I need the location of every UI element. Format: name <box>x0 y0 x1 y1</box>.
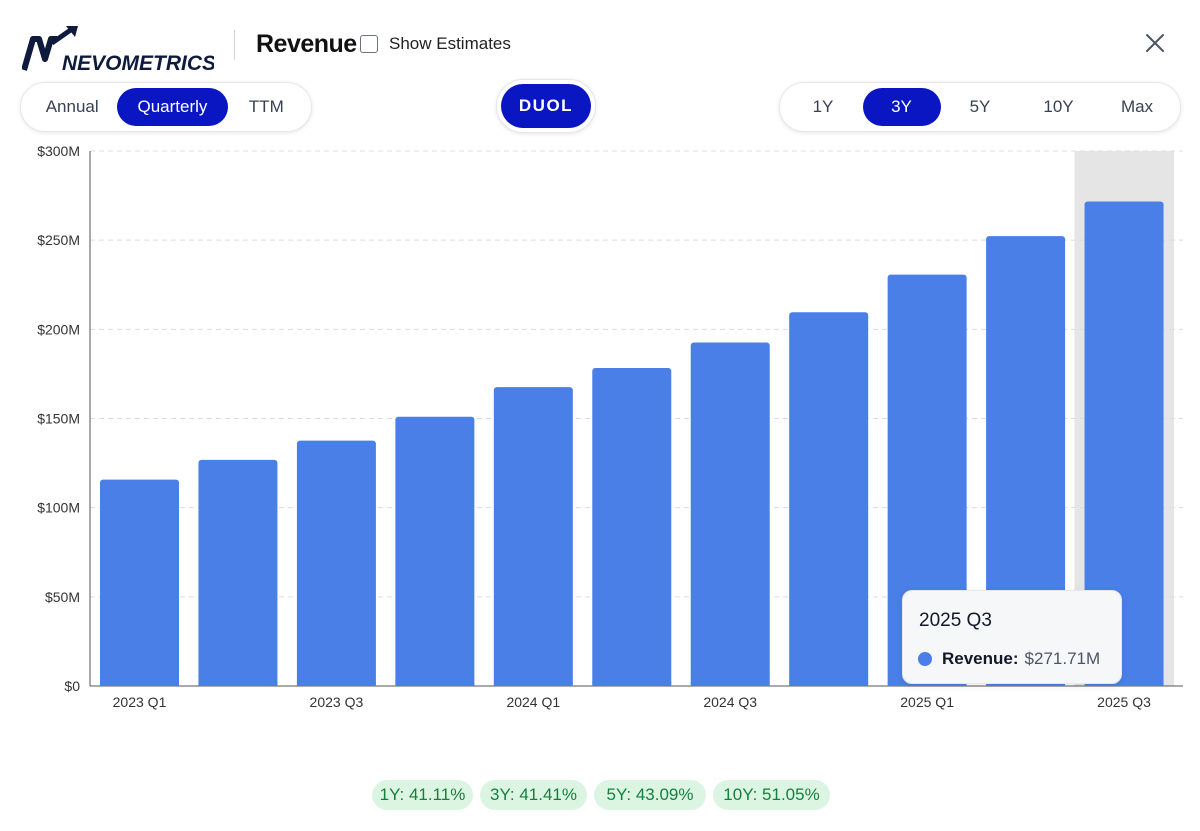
x-tick-label: 2025 Q3 <box>1097 694 1151 710</box>
bar-2023-q1 <box>100 479 179 686</box>
x-tick-label: 2023 Q1 <box>113 694 167 710</box>
header-divider <box>234 30 235 60</box>
bar-base <box>690 682 770 686</box>
y-tick-label: $100M <box>37 500 80 516</box>
growth-badge-10y: 10Y: 51.05% <box>713 780 830 810</box>
chart-tooltip: 2025 Q3 Revenue: $271.71M <box>902 590 1122 684</box>
bar-base <box>1084 682 1164 686</box>
bar-2025-q1 <box>887 274 967 686</box>
x-tick-label: 2024 Q3 <box>703 694 757 710</box>
show-estimates-label[interactable]: Show Estimates <box>389 34 511 53</box>
bar-base <box>986 682 1066 686</box>
tab-ttm[interactable]: TTM <box>248 97 284 116</box>
x-tick-label: 2025 Q1 <box>900 694 954 710</box>
page-title: Revenue <box>256 30 357 58</box>
range-max[interactable]: Max <box>1120 97 1154 116</box>
nevometrics-logo[interactable]: NEVOMETRICS <box>22 26 214 74</box>
bar-2024-q1 <box>493 387 573 686</box>
y-tick-label: $150M <box>37 411 80 427</box>
bar-2023-q3 <box>296 440 376 686</box>
bar-2024-q4 <box>789 312 869 686</box>
close-icon <box>1146 34 1164 52</box>
ticker-button[interactable]: DUOL <box>501 84 591 128</box>
bar-2023-q2 <box>198 459 278 686</box>
bar-2024-q3 <box>690 342 770 686</box>
y-tick-label: $200M <box>37 321 80 337</box>
tab-quarterly[interactable]: Quarterly <box>117 88 228 126</box>
bar-base <box>493 682 573 686</box>
range-1y[interactable]: 1Y <box>812 97 834 116</box>
range-5y[interactable]: 5Y <box>969 97 991 116</box>
x-tick-label: 2023 Q3 <box>310 694 364 710</box>
bar-base <box>395 682 475 686</box>
bar-base <box>887 682 967 686</box>
range-selector: 1Y 3Y 5Y 10Y Max <box>779 82 1181 132</box>
bar-2025-q3 <box>1084 201 1164 686</box>
growth-badge-1y: 1Y: 41.11% <box>372 780 473 810</box>
bar-2023-q4 <box>395 416 475 686</box>
tab-annual[interactable]: Annual <box>45 97 99 116</box>
series-dot-icon <box>918 652 932 666</box>
bar-base <box>789 682 869 686</box>
close-button[interactable] <box>1142 30 1168 56</box>
bar-base <box>100 682 179 686</box>
tooltip-value: $271.71M <box>1024 649 1101 668</box>
svg-text:NEVOMETRICS: NEVOMETRICS <box>62 52 214 74</box>
range-10y[interactable]: 10Y <box>1043 97 1074 116</box>
bar-base <box>592 682 672 686</box>
tooltip-row: Revenue: $271.71M <box>918 649 1100 669</box>
growth-badge-5y: 5Y: 43.09% <box>594 780 706 810</box>
y-tick-label: $250M <box>37 232 80 248</box>
bar-2025-q2 <box>986 236 1066 686</box>
bar-base <box>296 682 376 686</box>
y-tick-label: $50M <box>45 589 80 605</box>
ticker-selector: DUOL <box>496 79 596 133</box>
tooltip-title: 2025 Q3 <box>919 610 992 631</box>
growth-badge-3y: 3Y: 41.41% <box>480 780 587 810</box>
range-3y[interactable]: 3Y <box>862 88 941 126</box>
show-estimates-checkbox[interactable] <box>360 35 378 53</box>
show-estimates-toggle[interactable]: Show Estimates <box>360 34 511 54</box>
period-selector: Annual Quarterly TTM <box>20 82 312 132</box>
y-tick-label: $0 <box>64 678 80 694</box>
bar-base <box>198 682 278 686</box>
bar-2024-q2 <box>592 368 672 686</box>
x-tick-label: 2024 Q1 <box>506 694 560 710</box>
y-tick-label: $300M <box>37 143 80 159</box>
tooltip-label: Revenue: <box>942 649 1019 668</box>
